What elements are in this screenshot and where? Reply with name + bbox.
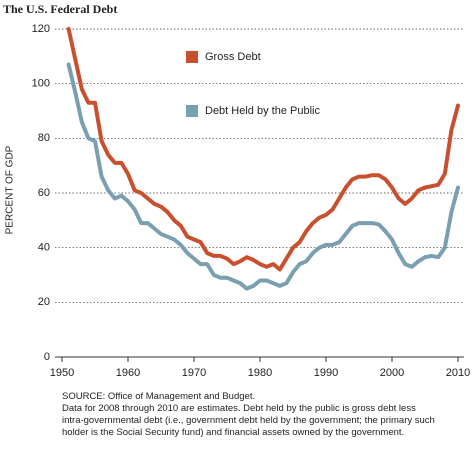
legend-swatch	[186, 51, 198, 63]
note-line: intra-governmental debt (i.e., governmen…	[62, 415, 435, 426]
legend-label: Debt Held by the Public	[205, 105, 320, 117]
chart-title: The U.S. Federal Debt	[3, 2, 117, 16]
x-tick-label: 1970	[182, 367, 206, 379]
y-tick-label: 80	[38, 132, 50, 144]
y-tick-label: 0	[44, 351, 50, 363]
x-tick-label: 1980	[248, 367, 272, 379]
data-line	[66, 62, 460, 291]
x-tick-label: 1990	[314, 367, 338, 379]
y-axis-label: PERCENT OF GDP	[5, 145, 16, 234]
y-tick-label: 20	[38, 296, 50, 308]
note-line: holder is the Social Security fund) and …	[62, 427, 405, 438]
x-tick-label: 2010	[446, 367, 470, 379]
footnote: SOURCE: Office of Management and Budget.…	[62, 391, 435, 439]
note-line: Data for 2008 through 2010 are estimates…	[62, 403, 416, 414]
y-tick-label: 120	[32, 23, 50, 35]
x-tick-label: 1950	[50, 367, 74, 379]
legend-label: Gross Debt	[205, 51, 261, 63]
y-tick-label: 40	[38, 242, 50, 254]
y-tick-label: 100	[32, 78, 50, 90]
chart: The U.S. Federal Debt PERCENT OF GDP Gro…	[3, 2, 470, 379]
data-line	[66, 27, 460, 272]
x-tick-label: 1960	[116, 367, 140, 379]
source: SOURCE: Office of Management and Budget.	[62, 391, 256, 402]
legend-swatch	[186, 105, 198, 117]
y-tick-label: 60	[38, 187, 50, 199]
x-tick-label: 2000	[380, 367, 404, 379]
